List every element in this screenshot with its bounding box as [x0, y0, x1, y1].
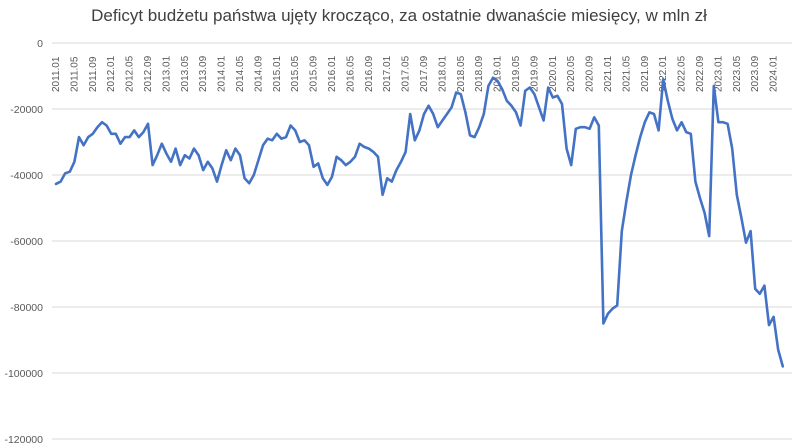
- x-tick-label: 2011.05: [69, 56, 80, 92]
- x-tick-label: 2014.09: [253, 55, 264, 92]
- gridlines: [52, 42, 792, 440]
- x-tick-label: 2017.05: [401, 55, 412, 92]
- x-tick-label: 2015.09: [309, 55, 320, 92]
- x-tick-label: 2012.05: [125, 55, 136, 92]
- x-tick-label: 2024.01: [769, 55, 780, 92]
- y-tick-label: 0: [37, 38, 43, 50]
- x-tick-label: 2011.09: [88, 56, 99, 92]
- x-tick-label: 2019.05: [511, 55, 522, 92]
- x-tick-label: 2020.01: [548, 55, 559, 92]
- y-tick-label: -120000: [4, 434, 43, 446]
- x-tick-label: 2017.09: [419, 55, 430, 92]
- x-tick-label: 2012.01: [106, 55, 117, 92]
- x-tick-label: 2020.05: [566, 55, 577, 92]
- x-tick-label: 2023.05: [732, 55, 743, 92]
- x-tick-label: 2018.01: [437, 55, 448, 92]
- chart-title: Deficyt budżetu państwa ujęty krocząco, …: [91, 6, 707, 25]
- x-tick-label: 2021.09: [640, 55, 651, 92]
- deficit-line: [54, 76, 785, 368]
- x-tick-label: 2020.09: [585, 55, 596, 92]
- x-tick-label: 2017.01: [382, 55, 393, 92]
- y-tick-label: -40000: [10, 170, 43, 182]
- x-tick-label: 2011.01: [51, 56, 62, 92]
- x-tick-label: 2019.09: [529, 55, 540, 92]
- x-tick-label: 2016.01: [327, 55, 338, 92]
- x-tick-label: 2022.05: [677, 55, 688, 92]
- y-tick-label: -60000: [10, 236, 43, 248]
- y-tick-label: -20000: [10, 104, 43, 116]
- x-tick-label: 2016.05: [345, 55, 356, 92]
- y-axis-labels: 0 -20000 -40000 -60000 -80000 -100000 -120000: [4, 38, 43, 446]
- x-tick-label: 2015.05: [290, 55, 301, 92]
- y-tick-label: -100000: [4, 368, 43, 380]
- x-tick-label: 2013.09: [198, 55, 209, 92]
- x-tick-label: 2013.01: [161, 55, 172, 92]
- x-tick-label: 2021.01: [603, 55, 614, 92]
- x-tick-label: 2023.01: [713, 55, 724, 92]
- x-tick-label: 2014.05: [235, 55, 246, 92]
- x-tick-label: 2016.09: [364, 55, 375, 92]
- x-tick-label: 2018.05: [456, 55, 467, 92]
- x-tick-label: 2022.09: [695, 55, 706, 92]
- y-tick-label: -80000: [10, 302, 43, 314]
- x-tick-label: 2013.05: [180, 55, 191, 92]
- x-tick-label: 2018.09: [474, 55, 485, 92]
- x-tick-label: 2014.01: [217, 55, 228, 92]
- x-tick-label: 2019.01: [493, 55, 504, 92]
- x-tick-label: 2022.01: [658, 55, 669, 92]
- x-tick-label: 2023.09: [750, 55, 761, 92]
- x-tick-label: 2015.01: [272, 55, 283, 92]
- x-tick-label: 2021.05: [621, 55, 632, 92]
- x-axis-labels: 2011.01 2011.05 2011.09 2012.01 2012.05 2012.…: [51, 55, 780, 92]
- x-tick-label: 2012.09: [143, 55, 154, 92]
